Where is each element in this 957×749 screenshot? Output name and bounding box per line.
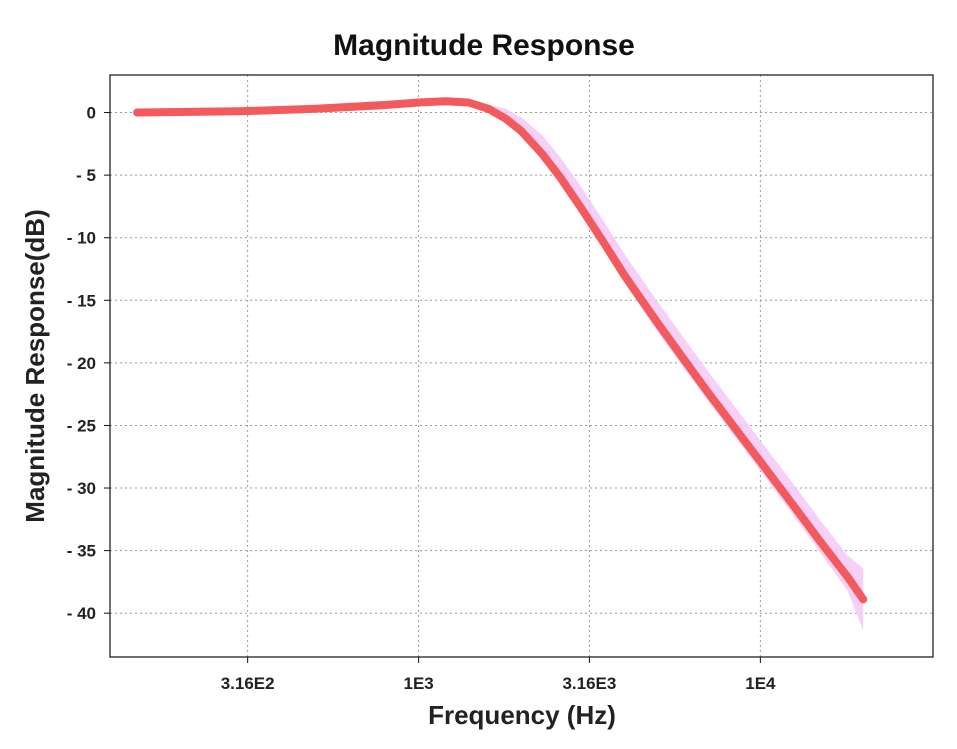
y-tick-label: - 30 xyxy=(67,479,96,498)
y-tick-label: 0 xyxy=(87,104,96,123)
x-tick-label: 3.16E2 xyxy=(221,674,275,693)
x-tick-label: 1E3 xyxy=(404,674,434,693)
band-area xyxy=(457,101,864,631)
grid-lines xyxy=(110,75,933,657)
series-group xyxy=(133,97,868,604)
chart-title: Magnitude Response xyxy=(333,29,635,62)
y-tick-label: - 25 xyxy=(67,416,96,435)
y-tick-label: - 15 xyxy=(67,291,96,310)
y-axis-ticks: 0 - 5 - 10 - 15 - 20 - 25 - 30 - 35 - 40 xyxy=(67,104,110,623)
x-tick-label: 3.16E3 xyxy=(562,674,616,693)
response-band xyxy=(457,101,864,631)
x-axis-label: Frequency (Hz) xyxy=(428,700,616,730)
x-axis-ticks: 3.16E2 1E3 3.16E3 1E4 xyxy=(221,657,776,693)
y-tick-label: - 40 xyxy=(67,604,96,623)
y-axis-label: Magnitude Response(dB) xyxy=(20,209,50,522)
x-tick-label: 1E4 xyxy=(745,674,776,693)
series-line xyxy=(133,97,868,604)
y-tick-label: - 10 xyxy=(67,229,96,248)
plot-frame xyxy=(109,74,934,658)
y-tick-label: - 35 xyxy=(67,542,96,561)
y-tick-label: - 5 xyxy=(76,166,96,185)
y-tick-label: - 20 xyxy=(67,354,96,373)
